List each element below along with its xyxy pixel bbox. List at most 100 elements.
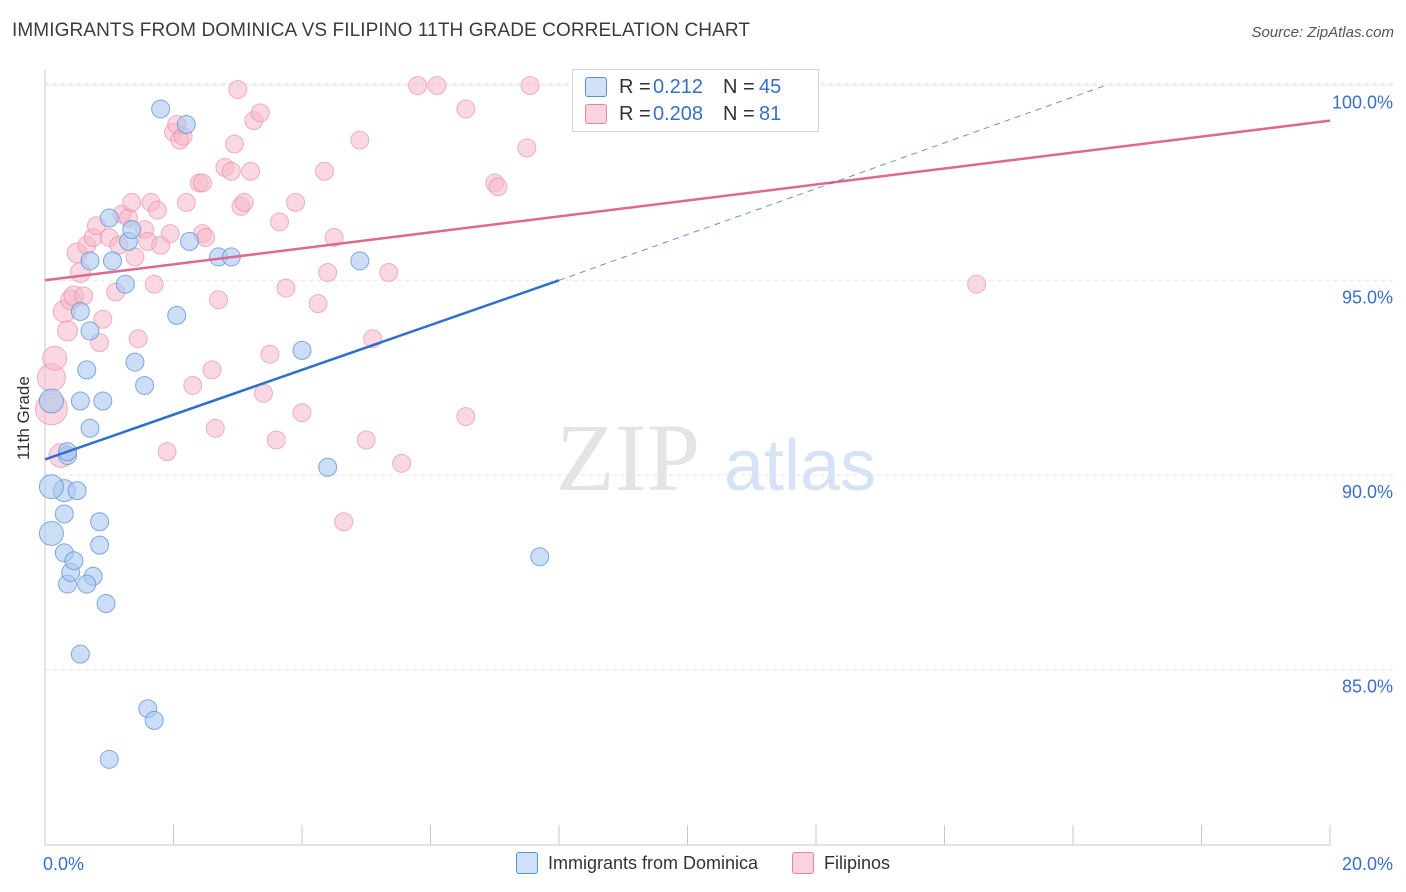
- point-filipinos: [56, 320, 78, 342]
- trend-line-filipinos: [44, 119, 1331, 282]
- watermark-atlas: atlas: [724, 426, 876, 506]
- y-axis-label: 11th Grade: [14, 376, 33, 460]
- chart-title: IMMIGRANTS FROM DOMINICA VS FILIPINO 11T…: [12, 20, 751, 41]
- point-filipinos: [160, 224, 180, 244]
- y-tick-labels: 85.0% 90.0% 95.0% 100.0%: [1332, 93, 1393, 697]
- point-filipinos: [250, 103, 270, 123]
- point-dominica: [38, 474, 64, 500]
- point-filipinos: [308, 294, 328, 314]
- r-value: 0.208: [653, 102, 704, 125]
- trend-line-dominica: [44, 279, 560, 461]
- point-filipinos: [379, 263, 399, 283]
- point-filipinos: [228, 79, 248, 99]
- point-filipinos: [266, 430, 286, 450]
- point-dominica: [64, 551, 84, 571]
- point-filipinos: [196, 227, 216, 247]
- point-filipinos: [202, 360, 222, 380]
- point-filipinos: [241, 161, 261, 181]
- point-filipinos: [93, 309, 113, 329]
- point-filipinos: [260, 344, 280, 364]
- stats-row-filipinos: R = 0.208 N = 81: [585, 101, 781, 127]
- point-filipinos: [427, 76, 447, 96]
- point-dominica: [90, 512, 110, 532]
- source-label: Source: ZipAtlas.com: [1251, 24, 1394, 41]
- point-dominica: [122, 220, 142, 240]
- point-dominica: [135, 375, 155, 395]
- swatch-filipinos: [585, 104, 607, 124]
- point-dominica: [99, 749, 119, 769]
- point-dominica: [67, 481, 87, 501]
- point-filipinos: [456, 407, 476, 427]
- series-legend: Immigrants from Dominica Filipinos: [0, 852, 1406, 874]
- point-dominica: [38, 520, 64, 546]
- x-tick-label: 20.0%: [1342, 854, 1393, 874]
- point-filipinos: [176, 192, 196, 212]
- point-filipinos: [144, 274, 164, 294]
- point-filipinos: [42, 345, 68, 371]
- point-dominica: [54, 504, 74, 524]
- point-filipinos: [157, 442, 177, 462]
- point-filipinos: [314, 161, 334, 181]
- trend-extension-dominica: [558, 85, 1106, 281]
- y-tick-label: 95.0%: [1342, 287, 1393, 307]
- point-filipinos: [318, 263, 338, 283]
- point-dominica: [125, 352, 145, 372]
- point-filipinos: [225, 134, 245, 154]
- point-dominica: [90, 535, 110, 555]
- point-dominica: [70, 644, 90, 664]
- point-filipinos: [253, 383, 273, 403]
- point-dominica: [80, 418, 100, 438]
- r-label: R =: [619, 102, 651, 125]
- x-tick-label: 0.0%: [43, 854, 84, 874]
- point-filipinos: [234, 192, 254, 212]
- point-filipinos: [183, 375, 203, 395]
- point-filipinos: [456, 99, 476, 119]
- legend-label-dominica: Immigrants from Dominica: [547, 852, 758, 873]
- legend-item-dominica[interactable]: Immigrants from Dominica: [515, 852, 758, 874]
- point-filipinos: [205, 418, 225, 438]
- point-dominica: [530, 547, 550, 567]
- trend-lines: [44, 85, 1331, 461]
- point-filipinos: [276, 278, 296, 298]
- point-dominica: [70, 391, 90, 411]
- point-dominica: [151, 99, 171, 119]
- point-dominica: [102, 251, 122, 271]
- point-filipinos: [967, 274, 987, 294]
- point-dominica: [77, 574, 97, 594]
- r-label: R =: [619, 75, 651, 98]
- point-filipinos: [270, 212, 290, 232]
- watermark: ZIP atlas: [556, 404, 876, 511]
- point-dominica: [80, 251, 100, 271]
- n-value: 45: [759, 75, 782, 98]
- stats-legend: R = 0.212 N = 45 R = 0.208 N = 81: [572, 69, 819, 132]
- point-filipinos: [350, 130, 370, 150]
- point-filipinos: [488, 177, 508, 197]
- point-filipinos: [286, 192, 306, 212]
- y-tick-label: 100.0%: [1332, 93, 1393, 113]
- point-dominica: [176, 115, 196, 135]
- point-dominica: [144, 710, 164, 730]
- point-dominica: [292, 340, 312, 360]
- legend-item-filipinos[interactable]: Filipinos: [792, 852, 890, 874]
- point-filipinos: [192, 173, 212, 193]
- series-dominica: [38, 99, 550, 769]
- axes: [44, 70, 1331, 846]
- point-dominica: [350, 251, 370, 271]
- y-tick-label: 85.0%: [1342, 677, 1393, 697]
- legend-swatch-filipinos: [792, 852, 814, 874]
- point-dominica: [99, 208, 119, 228]
- swatch-dominica: [585, 77, 607, 97]
- point-dominica: [70, 301, 90, 321]
- x-tick-labels: 0.0% 20.0%: [43, 854, 1393, 874]
- point-filipinos: [408, 76, 428, 96]
- point-filipinos: [324, 227, 344, 247]
- n-label: N =: [723, 102, 755, 125]
- stats-row-dominica: R = 0.212 N = 45: [585, 74, 781, 100]
- point-filipinos: [292, 403, 312, 423]
- point-dominica: [318, 457, 338, 477]
- point-filipinos: [392, 453, 412, 473]
- r-value: 0.212: [653, 75, 704, 98]
- legend-label-filipinos: Filipinos: [824, 852, 891, 873]
- y-tick-label: 90.0%: [1342, 482, 1393, 502]
- point-filipinos: [221, 161, 241, 181]
